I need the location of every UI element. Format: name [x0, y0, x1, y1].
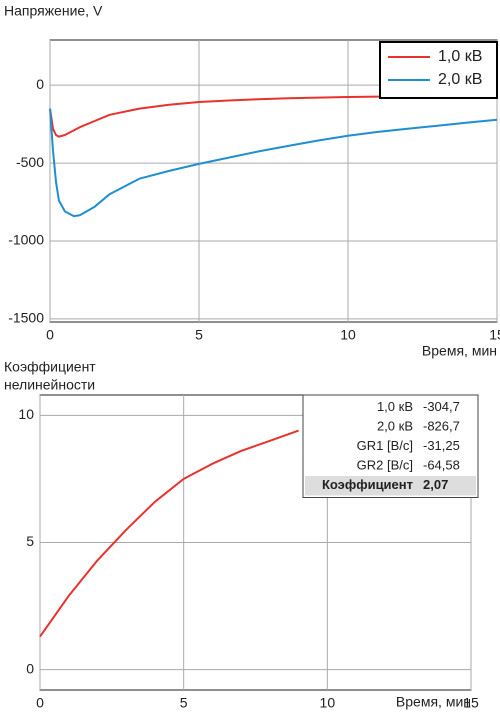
table-value: -64,58: [423, 458, 460, 473]
y-axis-label: Напряжение, V: [4, 3, 103, 19]
legend-label: 1,0 кВ: [438, 48, 482, 65]
table-label: 1,0 кВ: [377, 399, 413, 414]
table-label: GR2 [В/с]: [357, 458, 413, 473]
series-line: [49, 95, 408, 138]
x-tick-label: 15: [489, 327, 500, 343]
x-tick-label: 15: [463, 695, 479, 711]
x-tick-label: 5: [180, 695, 188, 711]
y-tick-label: -500: [16, 154, 44, 170]
table-value: -826,7: [423, 419, 460, 434]
y-tick-label: 0: [36, 76, 44, 92]
x-tick-label: 0: [46, 327, 54, 343]
table-label: 2,0 кВ: [377, 419, 413, 434]
x-tick-label: 5: [195, 327, 203, 343]
x-axis-label: Время, мин: [422, 343, 497, 359]
y-axis-label: Коэффициент: [4, 359, 96, 375]
x-axis-label: Время, мин: [396, 694, 471, 710]
x-tick-label: 10: [320, 695, 336, 711]
table-value: -304,7: [423, 399, 460, 414]
series-line: [49, 108, 498, 218]
x-tick-label: 0: [36, 695, 44, 711]
x-tick-label: 10: [340, 327, 356, 343]
table-label: Коэффициент: [322, 477, 413, 492]
y-tick-label: 0: [26, 660, 34, 676]
y-tick-label: -1500: [8, 310, 44, 326]
table-value: -31,25: [423, 438, 460, 453]
legend-label: 2,0 кВ: [438, 71, 482, 88]
table-value: 2,07: [423, 477, 448, 492]
y-tick-label: 5: [26, 533, 34, 549]
legend-box: [379, 41, 498, 99]
series-line: [39, 429, 299, 638]
y-tick-label: -1000: [8, 232, 44, 248]
table-highlight: [305, 476, 476, 496]
y-axis-label: нелинейности: [4, 377, 95, 393]
y-tick-label: 10: [18, 406, 34, 422]
table-label: GR1 [В/с]: [357, 438, 413, 453]
